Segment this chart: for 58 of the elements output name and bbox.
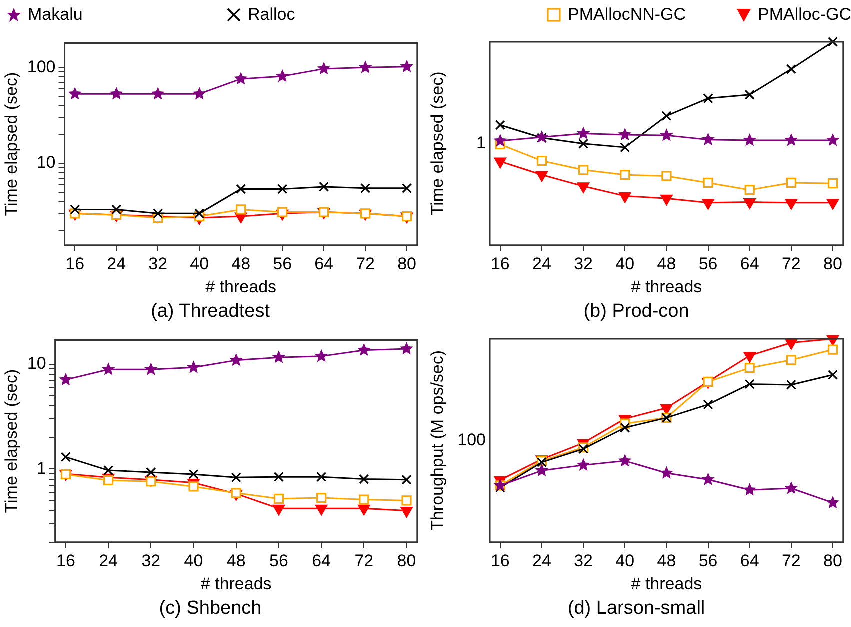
x-tick-label: 56 bbox=[269, 551, 288, 570]
y-tick-label: 10 bbox=[36, 153, 56, 172]
x-tick-label: 40 bbox=[616, 551, 635, 570]
x-tick-label: 48 bbox=[232, 254, 251, 274]
y-tick-label: 100 bbox=[27, 57, 56, 76]
y-axis-title: Time elapsed (sec) bbox=[428, 72, 447, 216]
x-tick-label: 24 bbox=[532, 254, 552, 274]
x-tick-label: 72 bbox=[782, 551, 801, 570]
x-tick-label: 16 bbox=[490, 254, 510, 274]
y-tick-label: 1 bbox=[36, 458, 46, 478]
x-axis-title: # threads bbox=[200, 574, 272, 594]
x-tick-label: 16 bbox=[66, 254, 85, 274]
x-tick-label: 64 bbox=[740, 551, 760, 570]
x-tick-label: 32 bbox=[574, 551, 594, 570]
x-tick-label: 72 bbox=[356, 254, 376, 274]
y-tick-label: 10 bbox=[27, 354, 46, 374]
legend-label: Makalu bbox=[28, 5, 83, 25]
x-tick-label: 64 bbox=[314, 254, 334, 274]
y-axis-title: Throughput (M ops/sec) bbox=[428, 350, 447, 531]
x-tick-label: 48 bbox=[657, 254, 676, 274]
text: (b) Prod-con bbox=[584, 300, 690, 322]
x-tick-label: 64 bbox=[312, 551, 332, 570]
x-tick-label: 40 bbox=[616, 254, 635, 274]
y-axis-title: Time elapsed (sec) bbox=[2, 72, 21, 216]
text: (d) Larson-small bbox=[568, 598, 706, 619]
x-tick-label: 56 bbox=[273, 254, 292, 274]
x-tick-label: 80 bbox=[824, 254, 842, 274]
x-tick-label: 48 bbox=[657, 551, 676, 570]
x-tick-label: 24 bbox=[532, 551, 552, 570]
x-tick-label: 64 bbox=[740, 254, 760, 274]
x-tick-label: 80 bbox=[824, 551, 842, 570]
x-tick-label: 16 bbox=[56, 551, 76, 570]
x-tick-label: 72 bbox=[782, 254, 801, 274]
x-tick-label: 80 bbox=[397, 551, 416, 570]
x-tick-label: 56 bbox=[698, 254, 718, 274]
x-tick-label: 32 bbox=[574, 254, 594, 274]
text: 1 bbox=[476, 133, 486, 152]
legend-label: PMAllocNN-GC bbox=[568, 5, 686, 25]
text: 100 bbox=[458, 430, 486, 450]
x-tick-label: 48 bbox=[226, 551, 246, 570]
text: (a) Threadtest bbox=[151, 300, 271, 322]
x-tick-label: 80 bbox=[398, 254, 416, 274]
x-tick-label: 16 bbox=[490, 551, 510, 570]
x-tick-label: 40 bbox=[190, 254, 210, 274]
x-axis-title: # threads bbox=[631, 278, 702, 297]
y-axis-title: Time elapsed (sec) bbox=[2, 369, 21, 514]
x-tick-label: 24 bbox=[99, 551, 118, 570]
text: (c) Shbench bbox=[159, 598, 262, 619]
legend-label: PMAlloc-GC bbox=[758, 5, 851, 25]
x-axis-title: # threads bbox=[206, 278, 277, 297]
x-tick-label: 40 bbox=[184, 551, 204, 570]
x-tick-label: 24 bbox=[107, 254, 126, 274]
x-tick-label: 32 bbox=[148, 254, 168, 274]
x-tick-label: 56 bbox=[698, 551, 718, 570]
x-tick-label: 72 bbox=[354, 551, 374, 570]
x-axis-title: # threads bbox=[631, 574, 702, 594]
legend-label: Ralloc bbox=[248, 5, 296, 25]
x-tick-label: 32 bbox=[142, 551, 161, 570]
